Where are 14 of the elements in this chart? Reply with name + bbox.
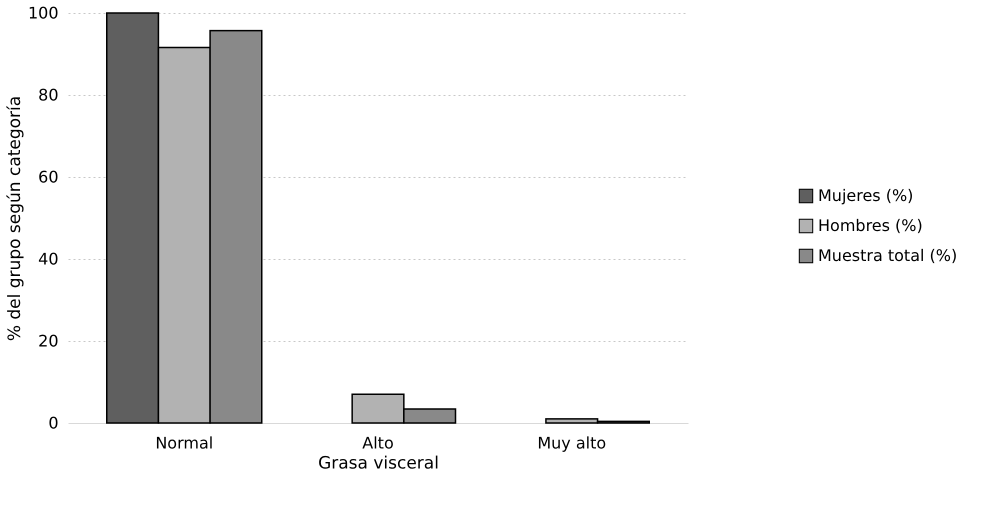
y-tick-label: 0 (48, 414, 58, 432)
y-tick-label: 20 (38, 332, 58, 350)
x-tick-label: Muy alto (537, 434, 606, 452)
legend-label: Hombres (%) (818, 216, 923, 235)
legend-label: Muestra total (%) (818, 246, 958, 265)
y-axis-title: % del grupo según categoría (4, 96, 25, 342)
x-tick-label: Alto (362, 434, 394, 452)
y-tick-label: 80 (38, 86, 58, 104)
x-axis-title: Grasa visceral (318, 454, 439, 474)
y-tick-label: 40 (38, 250, 58, 268)
x-tick-label: Normal (155, 434, 214, 452)
y-tick-label: 60 (38, 168, 58, 186)
y-tick-label: 100 (28, 4, 58, 22)
legend-label: Mujeres (%) (818, 186, 914, 205)
